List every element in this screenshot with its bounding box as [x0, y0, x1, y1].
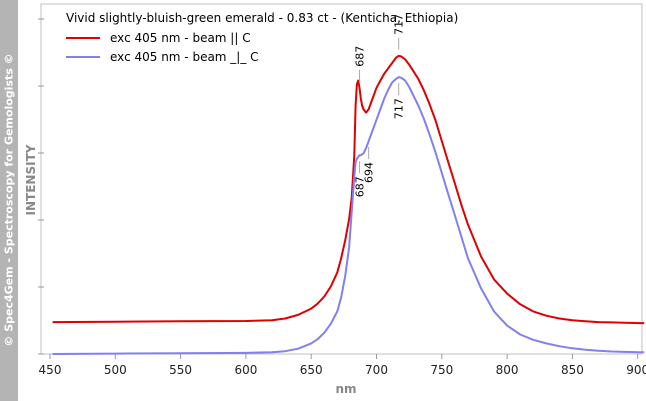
series-line-parallel	[52, 54, 645, 325]
legend-label-red: exc 405 nm - beam || C	[110, 31, 251, 45]
x-tick-label: 600	[234, 363, 257, 377]
series-line-perpendicular	[52, 76, 645, 355]
x-tick-label: 800	[496, 363, 519, 377]
x-tick-label: 700	[365, 363, 388, 377]
plot-frame	[40, 3, 643, 355]
x-tick-label: 550	[169, 363, 192, 377]
x-axis-title: nm	[335, 382, 356, 396]
annotation-label: 687	[354, 176, 367, 197]
x-axis-ticks: 450 500 550 600 650 700 750 800 850 900	[39, 354, 646, 377]
x-tick-label: 450	[39, 363, 62, 377]
annotation-label: 694	[363, 162, 376, 183]
annotation-label: 717	[393, 14, 406, 35]
watermark-sidebar: © Spec4Gem - Spectroscopy for Gemologist…	[0, 0, 18, 401]
x-tick-label: 850	[561, 363, 584, 377]
chart-title: Vivid slightly-bluish-green emerald - 0.…	[66, 11, 458, 25]
legend-label-blue: exc 405 nm - beam _|_ C	[110, 50, 259, 64]
x-tick-label: 500	[104, 363, 127, 377]
y-axis-ticks	[38, 18, 44, 355]
annotation-label: 717	[393, 98, 406, 119]
y-axis-title: INTENSITY	[24, 144, 38, 215]
x-tick-label: 750	[430, 363, 453, 377]
x-tick-label: 900	[626, 363, 646, 377]
series-layer	[52, 54, 645, 355]
annotation-label: 687	[354, 46, 367, 67]
x-tick-label: 650	[300, 363, 323, 377]
